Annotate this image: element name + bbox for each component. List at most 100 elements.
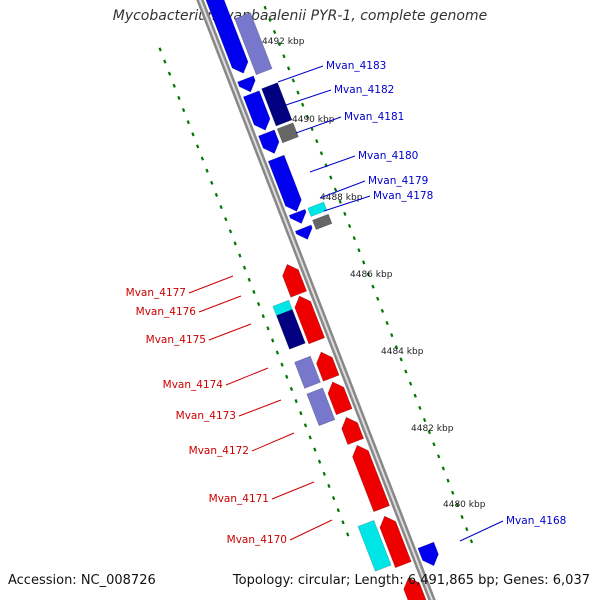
scale-dots-outer bbox=[427, 430, 431, 435]
scale-dots-outer bbox=[418, 405, 422, 410]
scale-dots-outer bbox=[404, 369, 408, 374]
gene-label: Mvan_4168 bbox=[506, 515, 566, 527]
gene-label: Mvan_4178 bbox=[373, 190, 433, 202]
scale-dots-outer bbox=[301, 102, 305, 107]
scale-dots-outer bbox=[399, 357, 403, 362]
scale-dots-inner bbox=[163, 59, 167, 64]
scale-dots-outer bbox=[436, 454, 441, 459]
gene-label: Mvan_4181 bbox=[344, 111, 404, 123]
scale-dots-outer bbox=[268, 17, 272, 22]
gene-mvan-4172 bbox=[341, 416, 365, 446]
scale-dots-outer bbox=[422, 417, 427, 423]
scale-dots-outer bbox=[361, 260, 366, 265]
scale-dots-outer bbox=[272, 29, 277, 35]
scale-dots-inner bbox=[280, 362, 284, 367]
gene-leader-line bbox=[238, 399, 282, 417]
genome-backbone-highlight bbox=[198, 0, 434, 600]
gene-leader-line bbox=[271, 481, 315, 500]
scale-dots-inner bbox=[196, 144, 200, 149]
gene-slate bbox=[234, 12, 273, 76]
scale-dots-outer bbox=[305, 114, 310, 119]
scale-dots-outer bbox=[385, 320, 389, 326]
scale-dots-inner bbox=[228, 229, 233, 234]
scale-dots-inner bbox=[247, 277, 251, 282]
gene-mvan-4177 bbox=[282, 263, 308, 298]
gene-cyan-c bbox=[357, 519, 392, 572]
gene-label: Mvan_4183 bbox=[326, 60, 386, 72]
scale-dots-outer bbox=[329, 175, 333, 180]
scale-dots-outer bbox=[343, 211, 347, 216]
scale-dots-inner bbox=[214, 192, 219, 197]
scale-dots-outer bbox=[446, 478, 450, 483]
gene-mvan-4179 bbox=[307, 201, 328, 217]
scale-dots-inner bbox=[186, 120, 190, 125]
scale-dots-outer bbox=[460, 514, 464, 520]
gene-mvan-4174 bbox=[316, 351, 340, 382]
gene-leader-line bbox=[309, 155, 356, 173]
scale-dots-inner bbox=[308, 435, 312, 440]
scale-dots-outer bbox=[333, 187, 338, 192]
gene-label: Mvan_4172 bbox=[189, 445, 249, 457]
gene-red-tail bbox=[403, 577, 427, 600]
accession-text: Accession: NC_008726 bbox=[8, 573, 156, 588]
scale-tick-label: 4482 kbp bbox=[411, 424, 454, 434]
scale-dots-inner bbox=[233, 241, 237, 246]
scale-dots-outer bbox=[263, 5, 267, 10]
gene-leader-line bbox=[251, 432, 295, 452]
scale-tick-label: 4490 kbp bbox=[292, 115, 335, 125]
scale-dots-inner bbox=[285, 374, 289, 379]
scale-dots-outer bbox=[465, 527, 469, 532]
scale-dots-outer bbox=[277, 42, 281, 47]
scale-dots-outer bbox=[366, 272, 370, 277]
scale-dots-inner bbox=[210, 180, 214, 185]
gene-label: Mvan_4170 bbox=[227, 534, 287, 546]
scale-dots-inner bbox=[200, 156, 205, 161]
scale-dots-inner bbox=[299, 411, 303, 416]
scale-dots-inner bbox=[205, 168, 209, 173]
gene-small-blue bbox=[294, 224, 313, 240]
scale-dots-outer bbox=[371, 284, 375, 289]
scale-dots-inner bbox=[177, 95, 181, 100]
scale-dots-inner bbox=[313, 447, 317, 452]
gene-label: Mvan_4177 bbox=[126, 287, 186, 299]
scale-dots-inner bbox=[289, 386, 294, 391]
gene-mvan-4176 bbox=[294, 295, 326, 345]
gene-mvan-4182 bbox=[237, 75, 256, 93]
gene-mvan-4173 bbox=[327, 381, 353, 416]
scale-dots-inner bbox=[327, 483, 331, 488]
gene-leader-line bbox=[188, 275, 234, 294]
scale-dots-outer bbox=[291, 78, 295, 83]
gene-mvan-4170 bbox=[379, 515, 412, 569]
scale-dots-inner bbox=[271, 338, 275, 343]
scale-tick-label: 4480 kbp bbox=[443, 500, 486, 510]
scale-dots-inner bbox=[322, 471, 326, 476]
gene-leader-line bbox=[208, 323, 252, 341]
scale-dots-inner bbox=[275, 350, 280, 355]
scale-dots-outer bbox=[451, 490, 455, 495]
scale-dots-inner bbox=[303, 423, 308, 428]
scale-dots-outer bbox=[413, 393, 417, 398]
scale-dots-inner bbox=[158, 47, 162, 52]
gene-mvan-4178 bbox=[312, 213, 333, 230]
scale-dots-inner bbox=[242, 265, 247, 270]
scale-dots-outer bbox=[296, 90, 300, 95]
scale-dots-inner bbox=[336, 508, 340, 513]
scale-dots-outer bbox=[394, 345, 399, 350]
scale-dots-outer bbox=[441, 466, 446, 471]
scale-dots-inner bbox=[266, 326, 270, 331]
gene-label: Mvan_4173 bbox=[176, 410, 236, 422]
scale-dots-outer bbox=[357, 248, 361, 253]
gene-label: Mvan_4175 bbox=[146, 334, 206, 346]
scale-dots-inner bbox=[219, 205, 223, 210]
scale-dots-outer bbox=[282, 54, 286, 59]
scale-dots-outer bbox=[408, 381, 413, 386]
scale-dots-outer bbox=[390, 333, 394, 338]
scale-dots-outer bbox=[455, 502, 460, 507]
gene-mvan-4181b bbox=[258, 129, 280, 154]
scale-dots-inner bbox=[181, 108, 186, 113]
scale-tick-label: 4488 kbp bbox=[320, 193, 363, 203]
gene-leader-line bbox=[323, 195, 371, 212]
gene-label: Mvan_4176 bbox=[136, 306, 197, 318]
